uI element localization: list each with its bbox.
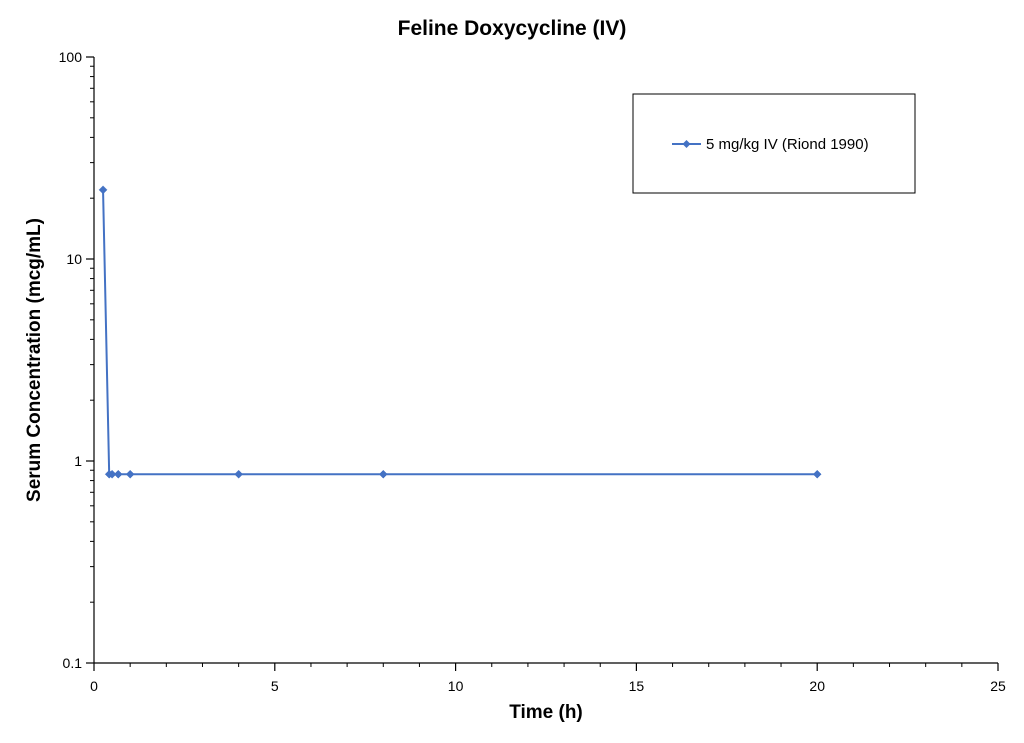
y-tick-label: 10 (66, 251, 82, 267)
y-ticks: 0.1 1 10 100 (59, 49, 94, 671)
data-point (234, 469, 243, 479)
data-point (812, 469, 822, 479)
x-tick-label: 10 (448, 678, 464, 694)
legend: 5 mg/kg IV (Riond 1990) (632, 93, 916, 194)
x-axis-label: Time (h) (509, 702, 583, 723)
y-tick-label: 0.1 (63, 655, 83, 671)
axes: 0.1 1 10 100 0 5 10 15 20 25 (59, 49, 1006, 694)
x-tick-label: 5 (271, 678, 279, 694)
data-point (113, 469, 123, 479)
x-tick-label: 25 (990, 678, 1006, 694)
x-tick-label: 0 (90, 678, 98, 694)
x-tick-label: 20 (809, 678, 825, 694)
y-tick-label: 1 (74, 453, 82, 469)
series-line (102, 189, 818, 476)
data-point (98, 185, 108, 195)
series-layer (98, 185, 822, 479)
y-tick-label: 100 (59, 49, 83, 65)
legend-marker (682, 140, 691, 148)
chart-title: Feline Doxycycline (IV) (398, 17, 627, 40)
y-axis-label: Serum Concentration (mcg/mL) (24, 218, 45, 502)
legend-label: 5 mg/kg IV (Riond 1990) (706, 136, 869, 153)
x-ticks: 0 5 10 15 20 25 (90, 663, 1006, 694)
data-point (125, 469, 135, 479)
x-tick-label: 15 (629, 678, 645, 694)
data-point (107, 469, 117, 479)
data-point (378, 469, 388, 479)
